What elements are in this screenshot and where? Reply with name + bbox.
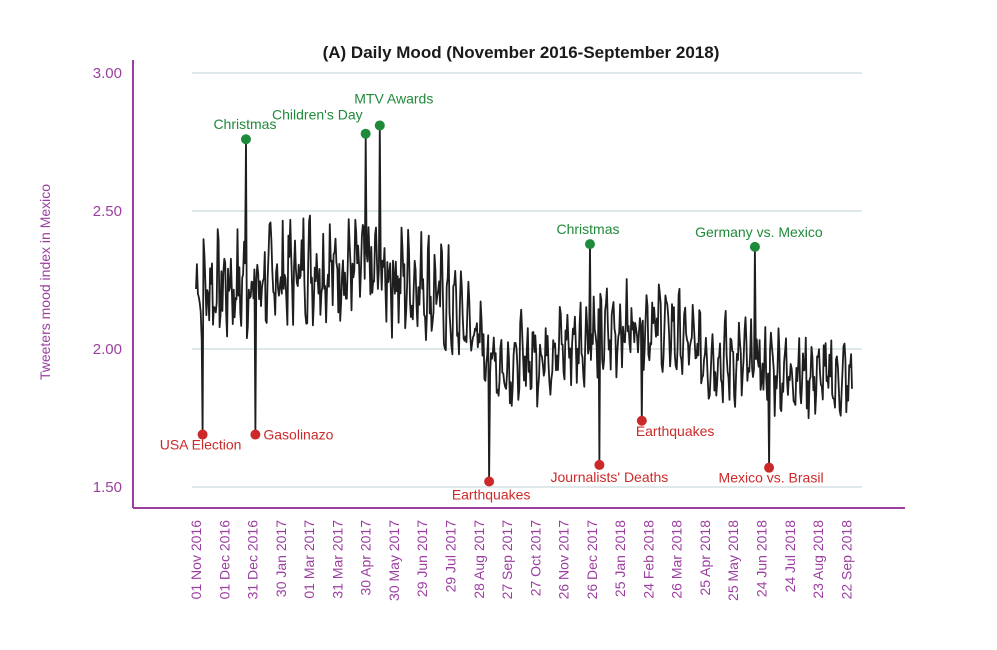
- x-tick-label: 31 Mar 2017: [329, 520, 345, 599]
- event-label: Christmas: [556, 221, 619, 237]
- x-tick-label: 22 Sep 2018: [838, 520, 854, 600]
- x-tick-label: 25 Apr 2018: [697, 520, 713, 596]
- x-tick-label: 01 Dec 2016: [216, 520, 232, 600]
- positive-event-marker: [584, 239, 595, 250]
- x-tick-label: 01 Mar 2017: [301, 520, 317, 599]
- y-axis-label: Tweeters mood index in Mexico: [37, 184, 53, 380]
- x-tick-label: 30 May 2017: [386, 520, 402, 601]
- x-tick-label: 25 May 2018: [725, 520, 741, 601]
- positive-event-marker: [360, 128, 371, 139]
- positive-event-marker: [749, 241, 760, 252]
- negative-event-marker: [250, 429, 261, 440]
- negative-event-marker: [764, 462, 775, 473]
- negative-event-marker: [197, 429, 208, 440]
- mood-series: [195, 124, 853, 483]
- x-tick-label: 29 Jul 2017: [443, 520, 459, 593]
- y-tick-label: 3.00: [93, 65, 122, 82]
- event-label: Earthquakes: [452, 486, 531, 502]
- negative-event-marker: [484, 476, 495, 487]
- y-tick-label: 1.50: [93, 479, 122, 496]
- x-tick-label: 24 Jun 2018: [754, 520, 770, 597]
- x-tick-label: 28 Aug 2017: [471, 520, 487, 599]
- event-label: Children's Day: [272, 107, 363, 123]
- x-tick-label: 24 Jul 2018: [782, 520, 798, 593]
- x-tick-label: 26 Mar 2018: [669, 520, 685, 599]
- event-label: Earthquakes: [636, 423, 715, 439]
- y-tick-label: 2.00: [93, 341, 122, 358]
- event-label: Journalists' Deaths: [550, 469, 668, 485]
- x-tick-label: 30 Jan 2017: [273, 520, 289, 597]
- mood-line: [195, 124, 853, 483]
- event-label: USA Election: [160, 437, 242, 453]
- x-tick-label: 30 Apr 2017: [358, 520, 374, 596]
- axes: [132, 60, 905, 509]
- event-label: MTV Awards: [354, 90, 433, 106]
- y-tick-labels: 3.00 2.50 2.00 1.50: [93, 65, 122, 496]
- event-label: Gasolinazo: [263, 427, 333, 443]
- x-tick-label: 27 Sep 2017: [499, 520, 515, 600]
- x-tick-label: 24 Feb 2018: [640, 520, 656, 599]
- event-label: Mexico vs. Brasil: [719, 470, 824, 486]
- x-tick-label: 29 Jun 2017: [414, 520, 430, 597]
- event-label: Christmas: [213, 116, 276, 132]
- positive-event-marker: [240, 134, 251, 145]
- chart-title: (A) Daily Mood (November 2016-September …: [323, 43, 720, 62]
- event-label: Germany vs. Mexico: [695, 224, 823, 240]
- y-tick-label: 2.50: [93, 203, 122, 220]
- positive-event-marker: [374, 120, 385, 131]
- x-tick-label: 31 Dec 2016: [245, 520, 261, 600]
- negative-event-marker: [594, 459, 605, 470]
- x-tick-label: 26 Dec 2017: [584, 520, 600, 600]
- x-tick-label: 01 Nov 2016: [188, 520, 204, 600]
- x-tick-label: 27 Oct 2017: [527, 520, 543, 596]
- x-tick-label: 25 Jan 2018: [612, 520, 628, 597]
- x-tick-label: 26 Nov 2017: [556, 520, 572, 600]
- negative-event-marker: [636, 415, 647, 426]
- x-tick-label: 23 Aug 2018: [810, 520, 826, 599]
- x-tick-labels: 01 Nov 2016 01 Dec 2016 31 Dec 2016 30 Jan …: [188, 520, 854, 601]
